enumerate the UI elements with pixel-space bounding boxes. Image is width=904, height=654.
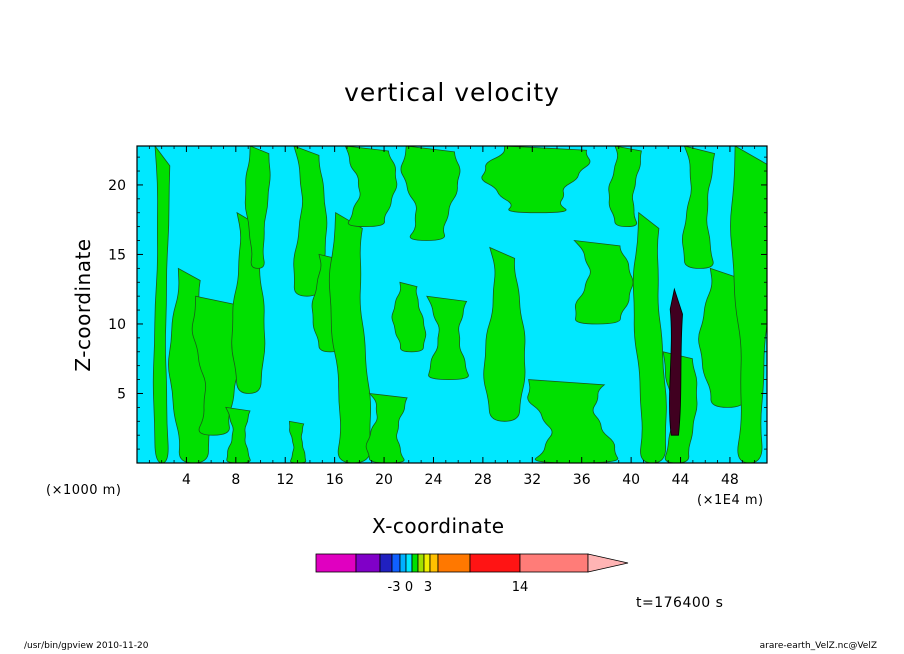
x-tick-label: 40 bbox=[622, 472, 640, 488]
green-band bbox=[426, 295, 469, 381]
chart-title: vertical velocity bbox=[344, 78, 560, 107]
green-band bbox=[152, 146, 171, 463]
colorbar-swatch bbox=[391, 553, 401, 573]
green-band bbox=[608, 146, 642, 228]
updraft-core bbox=[669, 287, 683, 436]
footer-file-variable: arare-earth_VelZ.nc@VelZ bbox=[759, 641, 877, 651]
colorbar-swatch bbox=[355, 553, 381, 573]
colorbar-swatch bbox=[405, 553, 413, 573]
colorbar-extend-arrow bbox=[587, 553, 629, 573]
x-tick-label: 48 bbox=[721, 472, 739, 488]
green-band bbox=[632, 211, 667, 463]
colorbar-swatch bbox=[411, 553, 419, 573]
y-tick-label: 10 bbox=[108, 317, 126, 333]
colorbar-swatch bbox=[399, 553, 407, 573]
green-band bbox=[483, 246, 526, 422]
colorbar: -3 0 3 14 bbox=[315, 553, 629, 595]
colorbar-swatch bbox=[437, 553, 471, 573]
green-band bbox=[400, 146, 461, 241]
x-tick-label: 12 bbox=[276, 472, 294, 488]
footer-program-date: /usr/bin/gpview 2010-11-20 bbox=[24, 641, 149, 651]
colorbar-swatch bbox=[469, 553, 521, 573]
colorbar-label: -3 bbox=[388, 580, 401, 595]
green-band bbox=[573, 239, 634, 325]
time-label: t=176400 s bbox=[636, 595, 724, 611]
x-tick-label: 16 bbox=[326, 472, 344, 488]
green-band bbox=[344, 146, 398, 228]
strong-updraft-region bbox=[669, 287, 683, 436]
green-band bbox=[481, 146, 591, 214]
x-scale-label: (×1E4 m) bbox=[697, 493, 764, 508]
green-band bbox=[244, 146, 271, 269]
y-tick-label: 15 bbox=[108, 247, 126, 263]
x-tick-label: 20 bbox=[375, 472, 393, 488]
green-band bbox=[225, 406, 251, 463]
colorbar-label: 14 bbox=[512, 580, 529, 595]
x-axis-ticks: 4 8 12 16 20 24 28 32 36 40 44 48 bbox=[148, 146, 756, 488]
colorbar-swatch bbox=[379, 553, 393, 573]
x-tick-label: 36 bbox=[573, 472, 591, 488]
colorbar-swatch bbox=[417, 553, 425, 573]
x-unit-label: (×1000 m) bbox=[46, 483, 122, 498]
y-axis-ticks: 5 10 15 20 bbox=[108, 156, 767, 450]
x-tick-label: 44 bbox=[672, 472, 690, 488]
x-tick-label: 32 bbox=[523, 472, 541, 488]
x-tick-label: 28 bbox=[474, 472, 492, 488]
colorbar-swatch bbox=[429, 553, 439, 573]
x-tick-label: 24 bbox=[425, 472, 443, 488]
green-band bbox=[293, 146, 328, 297]
x-tick-label: 4 bbox=[182, 472, 191, 488]
x-tick-label: 8 bbox=[231, 472, 240, 488]
green-contour-bands bbox=[152, 146, 767, 463]
green-band bbox=[328, 212, 372, 463]
colorbar-swatch bbox=[423, 553, 431, 573]
x-axis-label: X-coordinate bbox=[372, 514, 505, 538]
green-band bbox=[391, 281, 427, 353]
plot-frame bbox=[136, 145, 768, 464]
green-band bbox=[365, 392, 408, 463]
y-tick-label: 20 bbox=[108, 178, 126, 194]
colorbar-label: 0 bbox=[405, 580, 413, 595]
colorbar-swatch bbox=[519, 553, 589, 573]
y-tick-label: 5 bbox=[117, 386, 126, 402]
colorbar-label: 3 bbox=[424, 580, 432, 595]
green-band bbox=[681, 146, 716, 269]
colorbar-swatch bbox=[315, 553, 357, 573]
y-axis-label: Z-coordinate bbox=[71, 238, 95, 372]
green-band bbox=[730, 146, 767, 463]
